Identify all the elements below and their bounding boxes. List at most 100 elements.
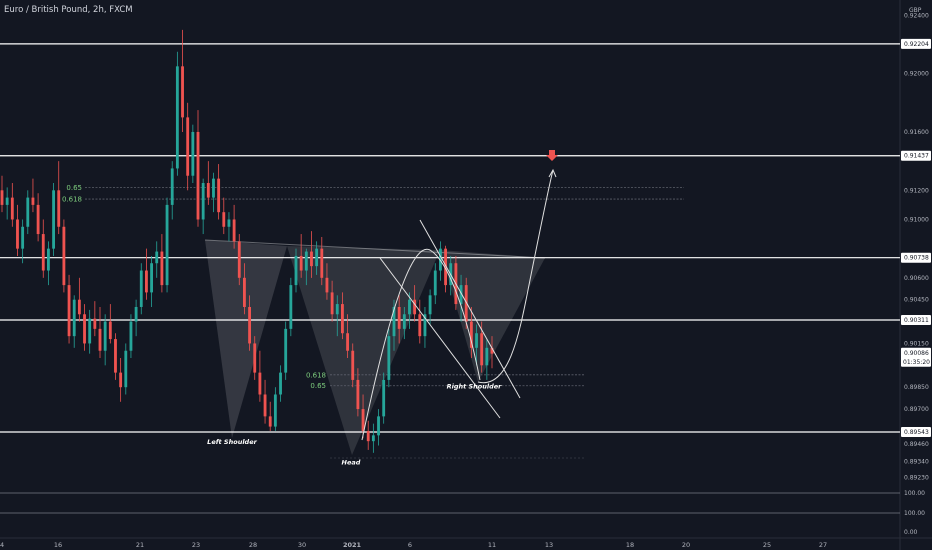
candle-body [72, 299, 76, 337]
head-fill [287, 246, 440, 455]
candle-body [129, 321, 133, 351]
candle-body [475, 333, 478, 348]
candle-body [469, 321, 473, 348]
candle-body [377, 416, 380, 436]
candle-body [150, 263, 153, 293]
current-price-tag[interactable] [901, 347, 931, 367]
candle-body [47, 248, 50, 271]
candle-body [88, 318, 92, 344]
candle-body [165, 204, 169, 286]
candle-body [93, 318, 97, 329]
candle-body [346, 333, 349, 351]
price-axis[interactable]: 0.92400 0.92000 0.91600 0.91200 0.91000 0.906… [901, 12, 931, 536]
candle-body [423, 314, 427, 337]
price-tick-label: 0.92000 [904, 71, 929, 78]
price-tick-label: 0.89230 [904, 475, 929, 482]
candle-body [263, 394, 267, 417]
candle-body [21, 226, 25, 249]
candle-body [175, 66, 179, 169]
candle-body [371, 435, 375, 442]
candle-body [289, 285, 293, 329]
candle-body [253, 343, 257, 373]
key-level-tag-label: 0.89543 [904, 429, 929, 436]
candle-body [433, 270, 437, 296]
candle-body [31, 197, 35, 205]
channel-upper-line [379, 257, 501, 419]
candle-body [191, 131, 195, 176]
candle-body [341, 304, 344, 334]
candle-body [279, 372, 282, 395]
candle-body [258, 372, 262, 395]
candle-body [114, 339, 117, 373]
key-level-tag[interactable] [901, 314, 931, 325]
candle-body [83, 314, 86, 344]
candle-body [57, 190, 61, 227]
candle-body [119, 372, 123, 388]
candle-body [310, 251, 313, 267]
candle-body [10, 197, 14, 220]
time-tick-label: 2021 [343, 541, 362, 549]
candle-body [217, 178, 221, 213]
time-tick-label: 23 [192, 541, 200, 549]
candle-body [299, 255, 303, 271]
candle-body [36, 204, 40, 235]
candle-body [52, 190, 55, 249]
annotations: Left Shoulder Head Right Shoulder [207, 383, 502, 467]
candle-body [444, 248, 447, 286]
candle-body [428, 295, 432, 315]
indicator-tick-label: 100.00 [904, 510, 925, 517]
candle-body [418, 314, 422, 337]
candle-body [155, 251, 159, 264]
time-tick-label: 21 [136, 541, 144, 549]
candle-body [181, 66, 184, 118]
candle-body [268, 416, 272, 427]
candle-body [320, 248, 324, 278]
candle-body [145, 270, 148, 293]
candle-body [408, 299, 411, 315]
candle-body [186, 117, 190, 176]
candle-body [387, 336, 391, 380]
drawings [361, 150, 558, 441]
candle-body [134, 306, 138, 322]
candle-body [273, 394, 277, 427]
key-level-tag-label: 0.90311 [904, 317, 929, 324]
currency-label: GBP [909, 7, 922, 14]
projection-curve [477, 169, 554, 384]
price-tick-label: 0.89850 [904, 384, 929, 391]
time-tick-label: 28 [249, 541, 257, 549]
candle-body [237, 241, 241, 278]
key-levels [0, 43, 900, 514]
pattern-annotation: Right Shoulder [447, 383, 503, 391]
key-level-tag[interactable] [901, 426, 931, 437]
candle-body [366, 430, 370, 442]
candle-body [284, 328, 288, 373]
candle-body [459, 285, 463, 305]
key-level-tag[interactable] [901, 252, 931, 263]
candle-body [67, 285, 71, 337]
candle-body [402, 314, 406, 329]
candle-body [16, 219, 19, 249]
price-tick-label: 0.91200 [904, 187, 929, 194]
candle-body [201, 183, 205, 220]
price-tick-label: 0.92400 [904, 12, 929, 19]
candle-body [98, 328, 102, 351]
price-tick-label: 0.90150 [904, 340, 929, 347]
price-tick-label: 0.90450 [904, 297, 929, 304]
time-tick-label: 30 [298, 541, 306, 549]
time-tick-label: 16 [54, 541, 62, 549]
candle-body [382, 379, 386, 417]
candle-body [196, 131, 200, 220]
time-tick-label: 11 [488, 541, 496, 549]
time-tick-label: 18 [626, 541, 634, 549]
candle-body [490, 347, 494, 354]
candle-body [480, 333, 484, 366]
key-level-tag[interactable] [901, 38, 931, 49]
key-level-tag[interactable] [901, 150, 931, 161]
price-tick-label: 0.89700 [904, 406, 929, 413]
price-tick-label: 0.91600 [904, 129, 929, 136]
time-tick-label: 25 [763, 541, 771, 549]
time-axis[interactable]: 4 16 21 23 28 30 2021 6 11 13 18 20 25 27 [0, 541, 827, 549]
pattern-annotation: Left Shoulder [207, 438, 257, 446]
price-tick-label: 0.89340 [904, 459, 929, 466]
